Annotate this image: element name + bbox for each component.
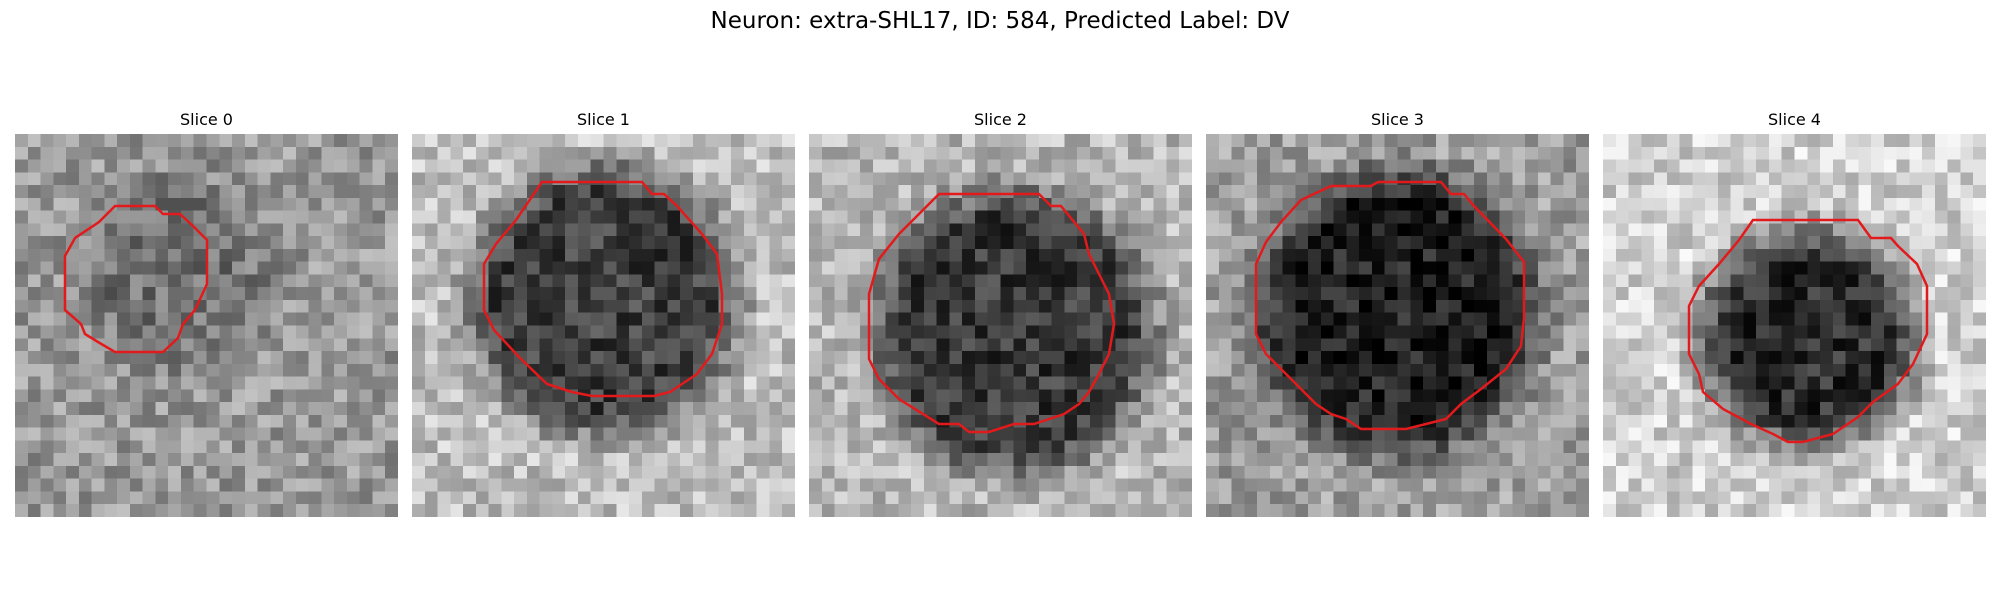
slice-panel-4: Slice 4: [1603, 110, 1986, 530]
slice-image: [1206, 134, 1589, 517]
roi-contour: [1254, 180, 1526, 431]
slice-title: Slice 2: [974, 110, 1027, 129]
slice-image: [1603, 134, 1986, 517]
slice-title: Slice 0: [180, 110, 233, 129]
slice-image: [15, 134, 398, 517]
slice-panel-0: Slice 0: [15, 110, 398, 530]
roi-contour: [1687, 218, 1929, 444]
slice-panel-3: Slice 3: [1206, 110, 1589, 530]
slice-title: Slice 4: [1768, 110, 1821, 129]
slice-image: [412, 134, 795, 517]
slice-panel-2: Slice 2: [809, 110, 1192, 530]
figure-title: Neuron: extra-SHL17, ID: 584, Predicted …: [710, 8, 1290, 34]
slice-image: [809, 134, 1192, 517]
roi-contour: [867, 192, 1116, 434]
slice-panel-1: Slice 1: [412, 110, 795, 530]
roi-contour: [482, 180, 724, 398]
slice-title: Slice 1: [577, 110, 630, 129]
slice-title: Slice 3: [1371, 110, 1424, 129]
roi-contour: [63, 204, 209, 354]
